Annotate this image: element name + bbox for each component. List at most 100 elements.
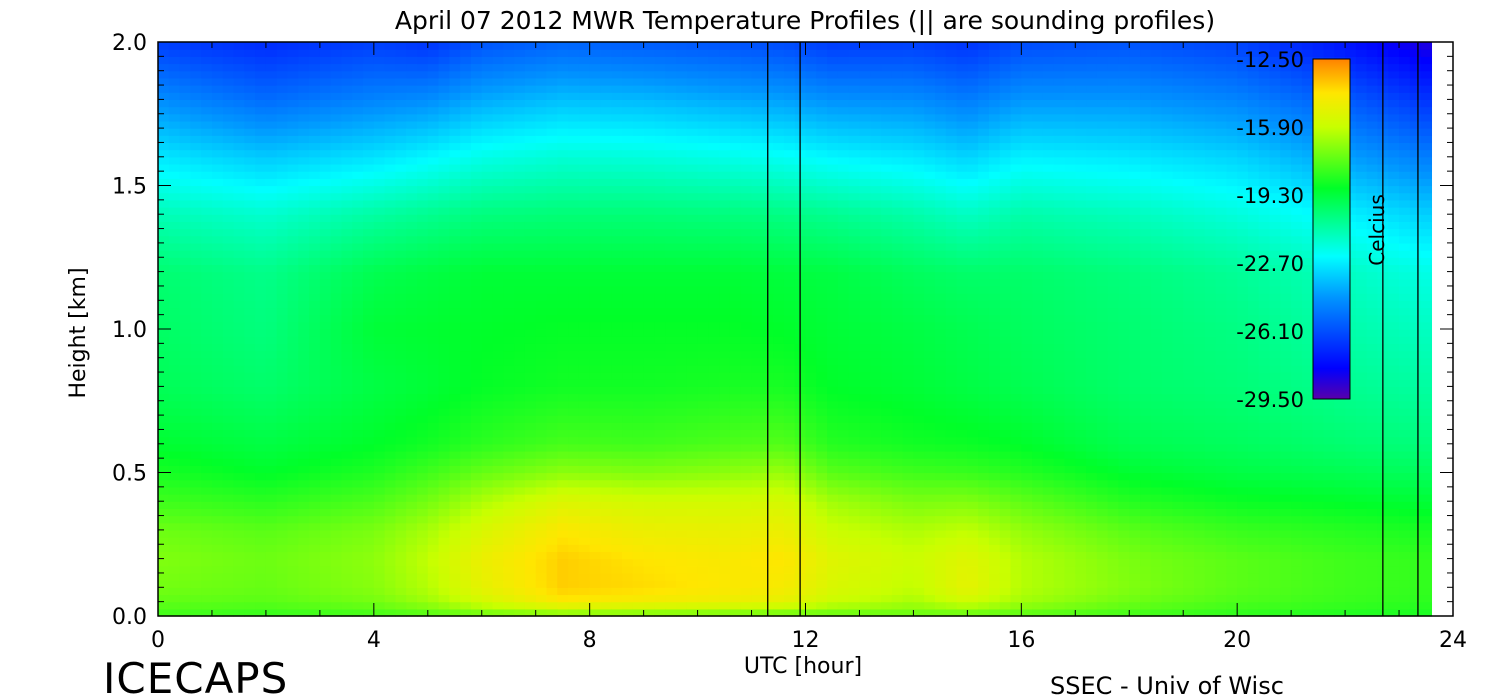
heatmap-cell xyxy=(589,228,602,237)
heatmap-cell xyxy=(524,350,537,359)
heatmap-cell xyxy=(406,185,418,194)
heatmap-cell xyxy=(632,178,645,187)
heatmap-cell xyxy=(233,587,245,596)
heatmap-cell xyxy=(287,135,299,144)
heatmap-cell xyxy=(783,479,796,488)
heatmap-cell xyxy=(816,450,828,459)
heatmap-cell xyxy=(589,235,602,244)
heatmap-cell xyxy=(589,42,602,50)
heatmap-cell xyxy=(600,529,612,538)
heatmap-cell xyxy=(783,400,796,409)
heatmap-cell xyxy=(384,192,397,201)
heatmap-cell xyxy=(535,128,548,136)
heatmap-cell xyxy=(309,486,321,495)
heatmap-cell xyxy=(719,228,731,237)
heatmap-cell xyxy=(600,257,612,266)
heatmap-cell xyxy=(179,608,191,617)
heatmap-cell xyxy=(535,329,548,337)
heatmap-cell xyxy=(622,77,634,86)
heatmap-cell xyxy=(654,407,666,416)
heatmap-cell xyxy=(427,142,440,151)
heatmap-cell xyxy=(514,293,526,301)
heatmap-cell xyxy=(600,307,612,316)
heatmap-cell xyxy=(417,386,429,395)
heatmap-cell xyxy=(233,537,245,545)
heatmap-cell xyxy=(751,49,763,57)
heatmap-cell xyxy=(190,235,202,244)
heatmap-cell xyxy=(783,407,796,416)
heatmap-cell xyxy=(751,85,763,93)
heatmap-cell xyxy=(158,70,170,79)
heatmap-cell xyxy=(676,587,688,596)
heatmap-cell xyxy=(578,56,591,65)
heatmap-cell xyxy=(805,572,817,581)
heatmap-cell xyxy=(449,242,461,251)
heatmap-cell xyxy=(244,450,256,459)
heatmap-cell xyxy=(524,372,537,380)
heatmap-cell xyxy=(546,221,558,230)
heatmap-cell xyxy=(740,199,753,208)
heatmap-cell xyxy=(827,522,839,531)
heatmap-cell xyxy=(222,400,235,409)
heatmap-cell xyxy=(514,42,526,50)
heatmap-cell xyxy=(395,465,407,474)
heatmap-cell xyxy=(384,235,397,244)
heatmap-cell xyxy=(503,242,515,251)
heatmap-cell xyxy=(373,250,386,258)
heatmap-cell xyxy=(589,106,602,115)
heatmap-cell xyxy=(751,508,763,517)
heatmap-cell xyxy=(492,443,504,452)
heatmap-cell xyxy=(514,494,526,502)
heatmap-cell xyxy=(168,99,181,108)
heatmap-cell xyxy=(740,250,753,258)
heatmap-cell xyxy=(600,178,612,187)
heatmap-cell xyxy=(805,257,817,266)
heatmap-cell xyxy=(643,515,656,524)
heatmap-cell xyxy=(427,400,440,409)
heatmap-cell xyxy=(481,120,494,129)
heatmap-cell xyxy=(827,393,839,402)
heatmap-cell xyxy=(492,106,504,115)
heatmap-cell xyxy=(395,350,407,359)
heatmap-cell xyxy=(427,92,440,100)
heatmap-cell xyxy=(589,128,602,136)
heatmap-cell xyxy=(417,372,429,380)
heatmap-cell xyxy=(751,429,763,438)
heatmap-cell xyxy=(287,278,299,287)
heatmap-cell xyxy=(622,364,634,373)
heatmap-cell xyxy=(427,364,440,373)
heatmap-cell xyxy=(233,242,245,251)
heatmap-cell xyxy=(341,472,353,481)
heatmap-cell xyxy=(427,171,440,179)
heatmap-cell xyxy=(783,357,796,366)
heatmap-cell xyxy=(643,336,656,344)
heatmap-cell xyxy=(233,494,245,502)
heatmap-cell xyxy=(244,465,256,474)
heatmap-cell xyxy=(298,92,310,100)
heatmap-cell xyxy=(276,293,289,301)
heatmap-cell xyxy=(309,400,321,409)
heatmap-cell xyxy=(492,171,504,179)
heatmap-cell xyxy=(611,99,623,108)
heatmap-cell xyxy=(805,415,817,423)
heatmap-cell xyxy=(244,207,256,215)
heatmap-cell xyxy=(578,293,591,301)
heatmap-cell xyxy=(319,285,332,294)
heatmap-cell xyxy=(201,522,213,531)
heatmap-cell xyxy=(578,443,591,452)
heatmap-cell xyxy=(514,458,526,466)
heatmap-cell xyxy=(546,393,558,402)
heatmap-cell xyxy=(719,156,731,165)
heatmap-cell xyxy=(438,106,450,115)
heatmap-cell xyxy=(470,372,483,380)
heatmap-cell xyxy=(373,56,386,65)
heatmap-cell xyxy=(816,250,828,258)
heatmap-cell xyxy=(492,142,504,151)
heatmap-cell xyxy=(298,472,310,481)
heatmap-cell xyxy=(632,70,645,79)
heatmap-cell xyxy=(622,508,634,517)
heatmap-cell xyxy=(330,128,343,136)
heatmap-cell xyxy=(697,178,709,187)
heatmap-cell xyxy=(686,106,699,115)
heatmap-cell xyxy=(546,608,558,617)
